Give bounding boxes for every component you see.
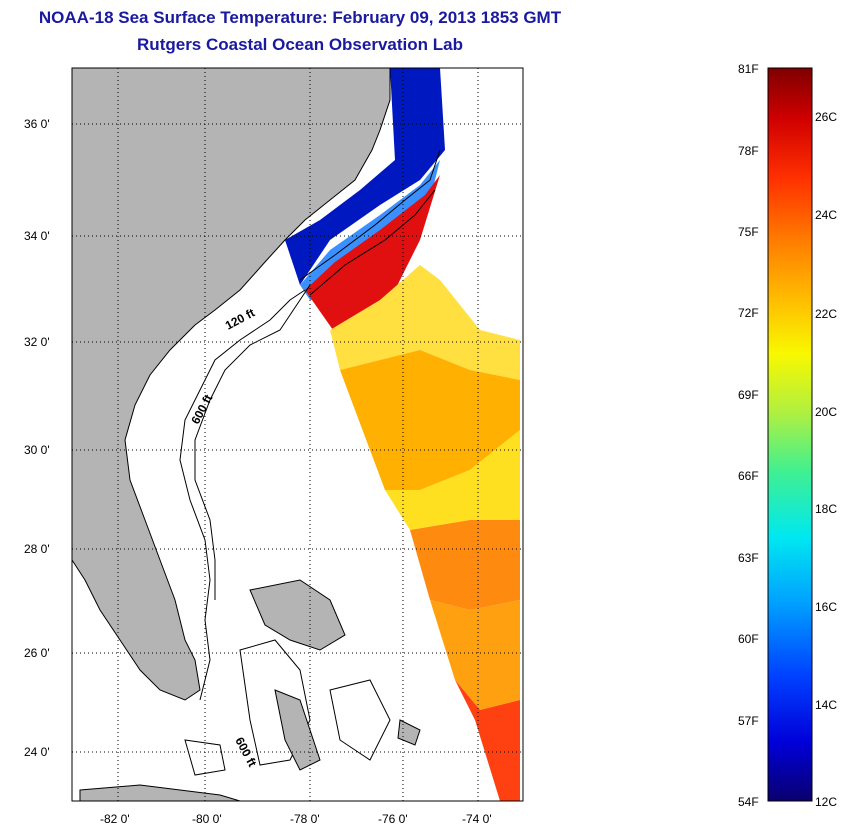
lon-label: -80 0' bbox=[192, 812, 222, 826]
sst-swath bbox=[285, 68, 520, 801]
map-frame bbox=[71, 67, 524, 802]
islands bbox=[79, 579, 421, 801]
map-title: NOAA-18 Sea Surface Temperature: Februar… bbox=[38, 8, 562, 27]
c-label: 22C bbox=[815, 307, 838, 321]
lon-label: -74 0' bbox=[462, 812, 492, 826]
lat-label: 30 0' bbox=[24, 443, 50, 457]
f-label: 54F bbox=[738, 795, 759, 809]
isobath-label: 600 ft bbox=[188, 392, 215, 426]
colorbar bbox=[767, 67, 813, 802]
f-label: 75F bbox=[738, 225, 759, 239]
c-label: 24C bbox=[815, 208, 838, 222]
f-label: 72F bbox=[738, 306, 759, 320]
lon-label: -78 0' bbox=[290, 812, 320, 826]
c-label: 26C bbox=[815, 110, 838, 124]
lon-label: -76 0' bbox=[378, 812, 408, 826]
lat-label: 24 0' bbox=[24, 745, 50, 759]
f-label: 81F bbox=[738, 62, 759, 76]
c-label: 18C bbox=[815, 502, 838, 516]
lon-label: -82 0' bbox=[100, 812, 130, 826]
lat-label: 32 0' bbox=[24, 335, 50, 349]
f-label: 57F bbox=[738, 714, 759, 728]
map-subtitle: Rutgers Coastal Ocean Observation Lab bbox=[137, 35, 463, 54]
isobath-label: 120 ft bbox=[223, 306, 257, 333]
f-label: 78F bbox=[738, 144, 759, 158]
c-label: 14C bbox=[815, 698, 838, 712]
lat-label: 26 0' bbox=[24, 646, 50, 660]
lat-labels: 36 0' 34 0' 32 0' 30 0' 28 0' 26 0' 24 0… bbox=[24, 117, 50, 759]
f-label: 63F bbox=[738, 551, 759, 565]
c-label: 16C bbox=[815, 600, 838, 614]
lat-label: 28 0' bbox=[24, 542, 50, 556]
c-label: 20C bbox=[815, 405, 838, 419]
lat-label: 36 0' bbox=[24, 117, 50, 131]
land-mass bbox=[72, 68, 391, 701]
f-label: 60F bbox=[738, 632, 759, 646]
f-label: 69F bbox=[738, 388, 759, 402]
lat-label: 34 0' bbox=[24, 229, 50, 243]
c-label: 12C bbox=[815, 795, 838, 809]
f-label: 66F bbox=[738, 469, 759, 483]
isobath-contours bbox=[179, 149, 441, 701]
lon-labels: -82 0' -80 0' -78 0' -76 0' -74 0' bbox=[100, 812, 492, 826]
